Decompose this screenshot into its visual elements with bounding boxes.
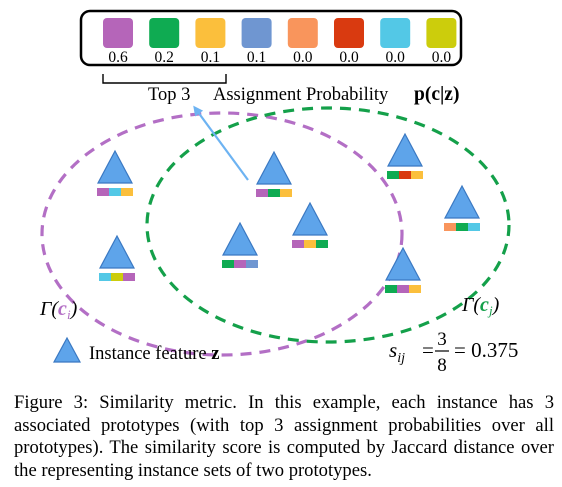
formula-numerator: 3 — [437, 329, 447, 350]
triangle-legend-icon — [54, 338, 80, 362]
top3-bracket — [103, 74, 226, 83]
instance-2 — [256, 152, 292, 197]
prototype-prob-1: 0.6 — [108, 49, 128, 66]
instance-prototype-bar — [111, 273, 123, 281]
formula-lhs: sij — [389, 338, 405, 366]
instance-prototype-bar — [109, 188, 121, 196]
instance-prototype-bar — [399, 171, 411, 179]
legend-label: Instance feature z — [89, 344, 219, 364]
prototype-swatch-2 — [149, 18, 179, 48]
instance-prototype-bar — [123, 273, 135, 281]
instance-7 — [444, 186, 480, 231]
probability-vector: 0.6 0.2 0.1 0.1 0.0 0.0 0.0 0.0 — [81, 11, 461, 66]
instance-triangle-icon — [293, 203, 327, 235]
instance-prototype-bar — [411, 171, 423, 179]
instance-prototype-bar — [409, 285, 421, 293]
prototype-swatch-7 — [380, 18, 410, 48]
instance-triangle-icon — [100, 236, 134, 268]
instance-3 — [99, 236, 135, 281]
instance-8 — [385, 248, 421, 293]
instance-prototype-bar — [385, 285, 397, 293]
prototype-swatch-6 — [334, 18, 364, 48]
prototype-prob-5: 0.0 — [293, 49, 313, 66]
formula-denominator: 8 — [437, 355, 447, 376]
prototype-swatch-4 — [242, 18, 272, 48]
instance-prototype-bar — [99, 273, 111, 281]
instance-prototype-bar — [97, 188, 109, 196]
instance-1 — [97, 151, 133, 196]
formula-result: = 0.375 — [454, 338, 518, 362]
prototype-prob-4: 0.1 — [247, 49, 266, 66]
instance-triangle-icon — [223, 223, 257, 255]
prototype-prob-3: 0.1 — [201, 49, 220, 66]
formula-equals: = — [422, 338, 434, 362]
instance-triangle-icon — [257, 152, 291, 184]
instance-triangle-icon — [386, 248, 420, 280]
prototype-swatch-8 — [426, 18, 456, 48]
instance-prototype-bar — [268, 189, 280, 197]
instance-prototype-bar — [280, 189, 292, 197]
instance-prototype-bar — [444, 223, 456, 231]
prototype-prob-7: 0.0 — [386, 49, 406, 66]
prototype-swatch-5 — [288, 18, 318, 48]
instance-prototype-bar — [246, 260, 258, 268]
prototype-prob-2: 0.2 — [155, 49, 174, 66]
gamma-j-label: Γ(cj) — [461, 294, 500, 318]
instance-prototype-bar — [292, 240, 304, 248]
instance-triangle-icon — [388, 134, 422, 166]
instance-prototype-bar — [397, 285, 409, 293]
instance-features — [97, 134, 480, 293]
instance-prototype-bar — [468, 223, 480, 231]
instance-prototype-bar — [256, 189, 268, 197]
gamma-i-label: Γ(ci) — [39, 298, 78, 322]
assignment-arrow — [195, 108, 248, 180]
similarity-formula: sij = 3 8 = 0.375 — [389, 329, 518, 376]
top3-label: Top 3 — [148, 85, 190, 105]
assignment-math: p(c|z) — [414, 84, 459, 105]
instance-prototype-bar — [222, 260, 234, 268]
instance-5 — [292, 203, 328, 248]
instance-prototype-bar — [304, 240, 316, 248]
instance-prototype-bar — [456, 223, 468, 231]
instance-6 — [387, 134, 423, 179]
instance-triangle-icon — [445, 186, 479, 218]
prototype-swatch-3 — [195, 18, 225, 48]
prototype-prob-6: 0.0 — [339, 49, 359, 66]
prototype-swatch-1 — [103, 18, 133, 48]
instance-prototype-bar — [121, 188, 133, 196]
assignment-label: Assignment Probability — [213, 85, 389, 105]
instance-4 — [222, 223, 258, 268]
instance-prototype-bar — [316, 240, 328, 248]
instance-prototype-bar — [234, 260, 246, 268]
prototype-prob-8: 0.0 — [432, 49, 452, 66]
figure-caption: Figure 3: Similarity metric. In this exa… — [14, 392, 554, 482]
instance-prototype-bar — [387, 171, 399, 179]
instance-triangle-icon — [98, 151, 132, 183]
